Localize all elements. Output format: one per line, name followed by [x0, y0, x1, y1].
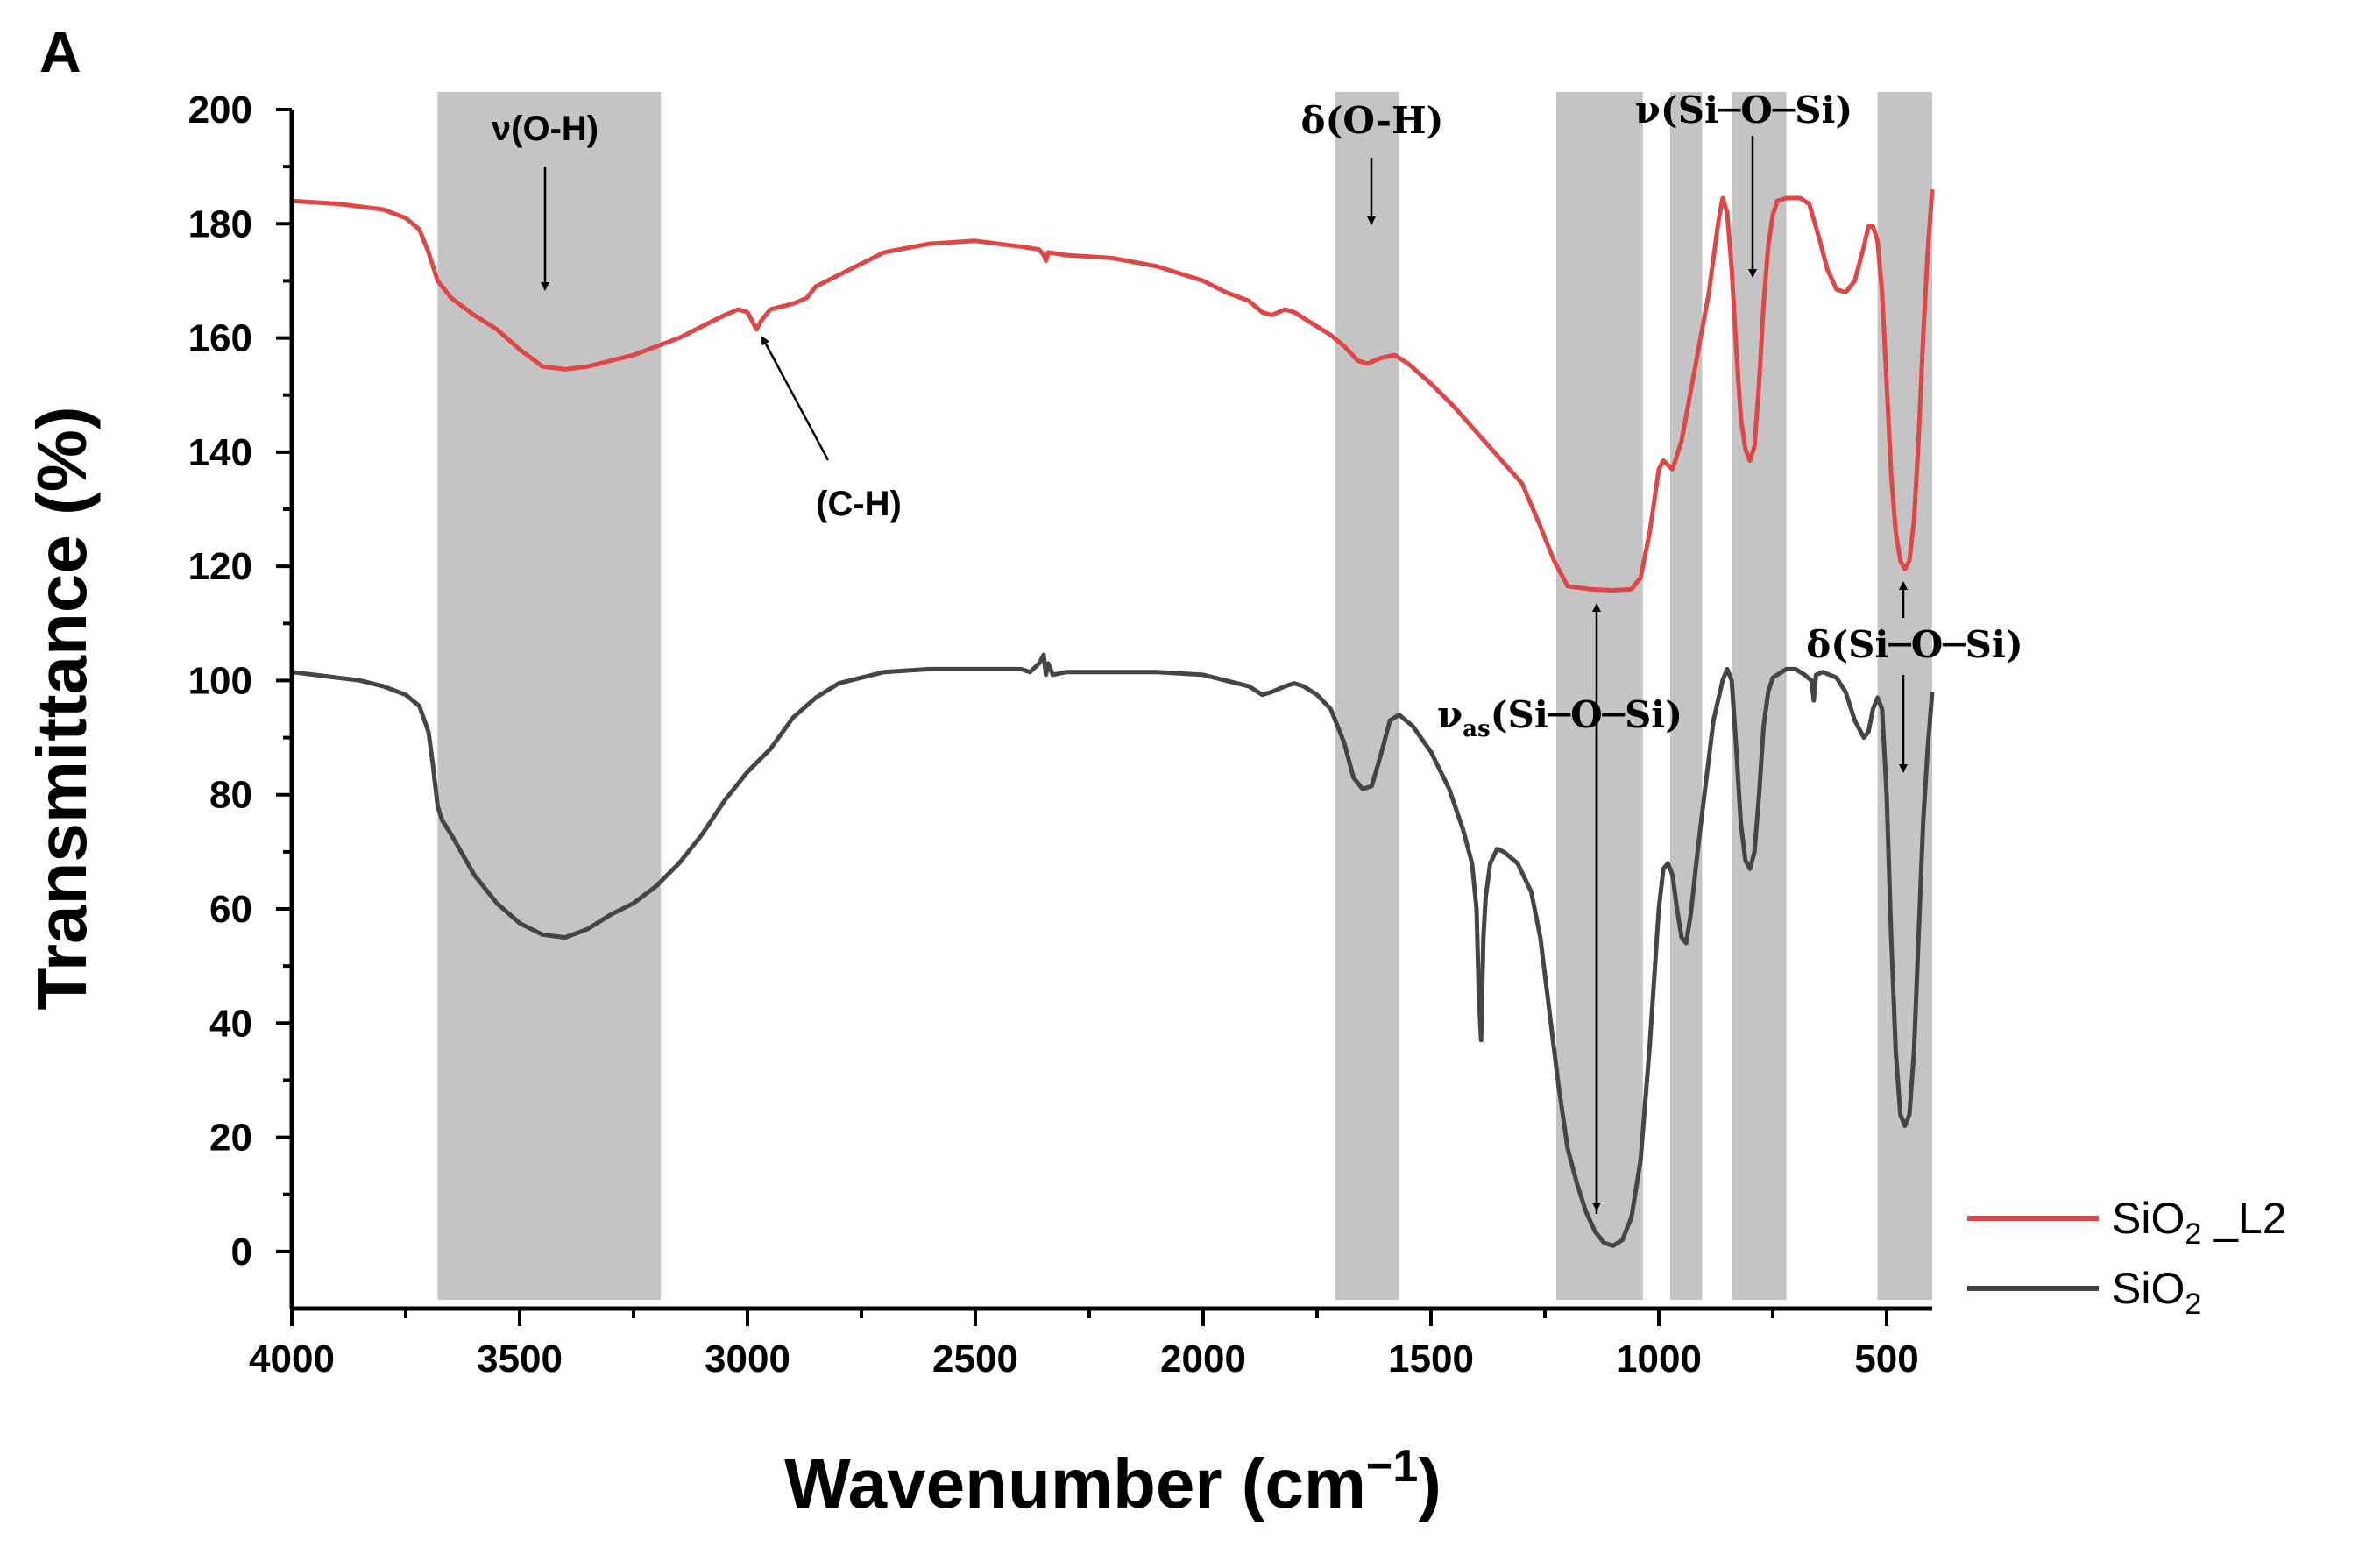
- x-tick-label: 2000: [1160, 1338, 1246, 1380]
- shaded-band-6: [1877, 92, 1932, 1300]
- x-axis-title: Wavenumber (cm−1): [784, 1441, 1441, 1522]
- y-tick-label: 120: [188, 545, 252, 588]
- series-line-sio2: [291, 652, 1935, 1248]
- panel-label: A: [39, 19, 81, 84]
- x-tick-label: 500: [1854, 1338, 1918, 1380]
- y-tick-label: 40: [209, 1002, 252, 1045]
- shaded-band-2: [1335, 92, 1399, 1300]
- y-tick-label: 20: [209, 1117, 252, 1160]
- y-tick-label: 100: [188, 659, 252, 702]
- annotation-oh-stretch: ν(O-H): [492, 110, 599, 148]
- y-tick-label: 60: [209, 888, 252, 931]
- annotation-si-o-si-bend: δ(Si─O─Si): [1806, 623, 2023, 666]
- data-series: [291, 189, 1935, 1248]
- legend: SiO2 _L2 SiO2: [1967, 1194, 2287, 1321]
- annotation-arrow: [761, 336, 830, 461]
- annotation-oh-bend: δ(O-H): [1301, 99, 1444, 142]
- y-tick-label: 200: [188, 89, 252, 131]
- y-tick-label: 0: [231, 1231, 252, 1274]
- shaded-band-4: [1670, 92, 1703, 1300]
- shaded-band-5: [1732, 92, 1787, 1300]
- annotation-si-o-si-asym: νas(Si─O─Si): [1437, 693, 1682, 742]
- y-tick-label: 140: [188, 431, 252, 474]
- x-tick-label: 3500: [477, 1338, 563, 1380]
- annotation-ch: (C-H): [816, 485, 902, 523]
- x-tick-label: 2500: [932, 1338, 1018, 1380]
- x-tick-label: 4000: [249, 1338, 335, 1380]
- annotations: ν(O-H) (C-H) δ(O-H) ν(Si─O─Si) δ(Si─O─Si) νas…: [492, 89, 2023, 1214]
- y-tick-label: 160: [188, 317, 252, 360]
- y-tick-label: 80: [209, 774, 252, 817]
- x-tick-label: 3000: [705, 1338, 790, 1380]
- shaded-band-1: [437, 92, 662, 1300]
- shaded-bands: [437, 92, 1932, 1300]
- legend-label: SiO2: [2112, 1264, 2201, 1321]
- annotation-si-o-si-stretch: ν(Si─O─Si): [1635, 89, 1853, 131]
- y-axis-title: Transmittance (%): [23, 406, 101, 1010]
- x-tick-label: 1500: [1388, 1338, 1474, 1380]
- shaded-band-3: [1556, 92, 1643, 1300]
- y-tick-label: 180: [188, 202, 252, 245]
- x-tick-label: 1000: [1616, 1338, 1702, 1380]
- axis-titles: A Transmittance (%) Wavenumber (cm−1): [23, 19, 1441, 1522]
- legend-label: SiO2 _L2: [2112, 1194, 2287, 1251]
- series-line-sio2-l2: [291, 189, 1935, 593]
- axes: 0 20 40 60 80 100 120 140 160 180 200 4000 3500 3000 2…: [188, 89, 1932, 1380]
